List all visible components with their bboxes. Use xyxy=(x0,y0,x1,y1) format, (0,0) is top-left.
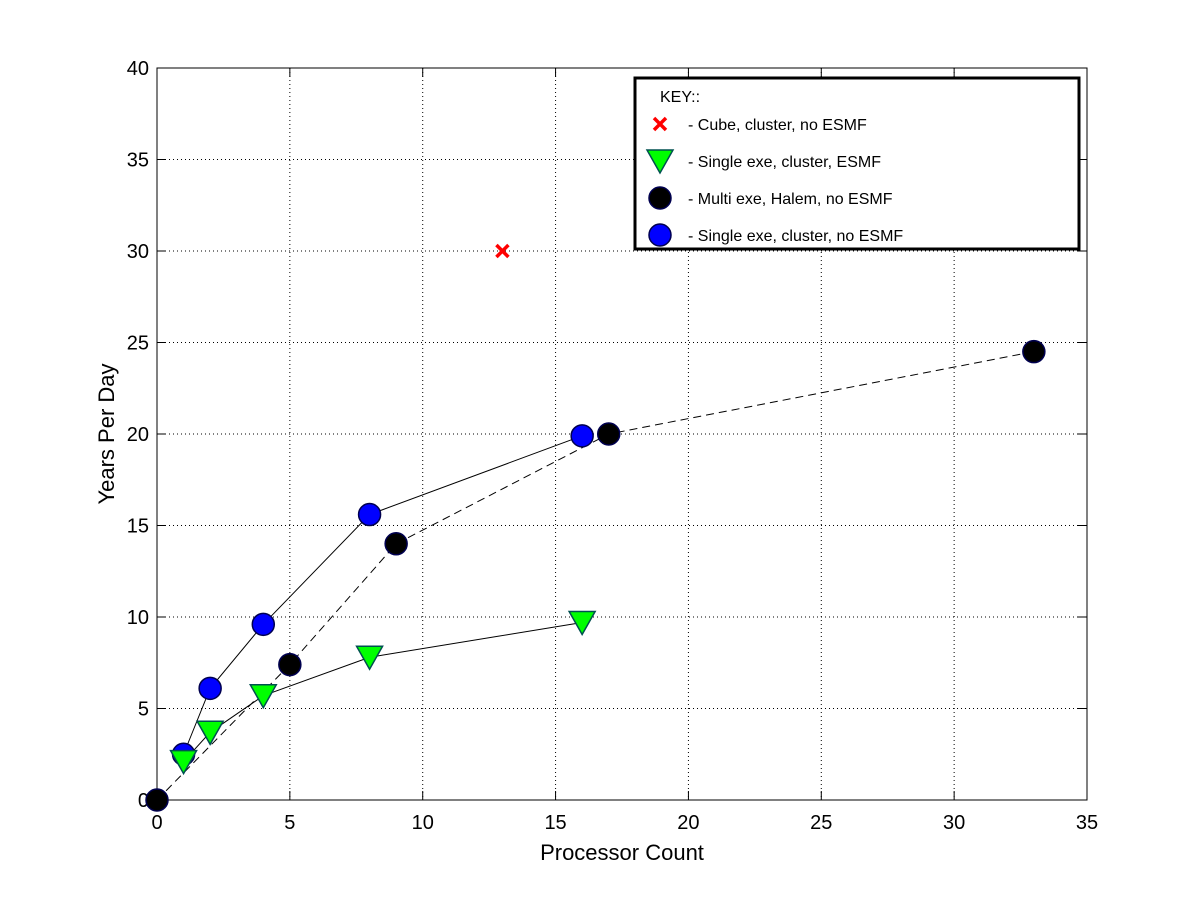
data-point-series-0 xyxy=(251,612,276,637)
legend-entry: - Multi exe, Halem, no ESMF xyxy=(688,191,893,208)
data-point-series-2 xyxy=(278,652,302,677)
data-point-series-0 xyxy=(357,502,382,527)
y-tick-label: 10 xyxy=(127,607,149,629)
legend-marker xyxy=(648,223,672,247)
data-point-series-0 xyxy=(198,676,222,701)
x-tick-label: 25 xyxy=(810,812,832,834)
legend-title: KEY:: xyxy=(660,89,700,106)
data-point-series-1 xyxy=(355,645,384,671)
series-line-2 xyxy=(156,351,1034,801)
data-point-series-3 xyxy=(495,243,510,259)
y-tick-label: 20 xyxy=(127,424,149,446)
y-tick-label: 25 xyxy=(127,333,149,355)
x-tick-label: 10 xyxy=(412,812,434,834)
series-line-0 xyxy=(183,435,583,755)
legend-entry: - Single exe, cluster, ESMF xyxy=(688,154,881,171)
data-point-series-1 xyxy=(567,610,597,637)
data-point-series-2 xyxy=(384,532,408,556)
legend-marker xyxy=(652,116,668,132)
y-tick-label: 0 xyxy=(138,790,149,812)
y-tick-label: 35 xyxy=(127,150,149,172)
y-tick-label: 15 xyxy=(127,516,149,538)
data-point-series-1 xyxy=(249,683,278,710)
y-tick-label: 5 xyxy=(138,699,149,721)
data-point-series-2 xyxy=(145,788,169,812)
x-tick-label: 15 xyxy=(544,812,566,834)
legend-marker xyxy=(645,149,675,175)
data-point-series-1 xyxy=(195,720,225,746)
x-tick-label: 5 xyxy=(284,812,295,834)
x-tick-label: 20 xyxy=(677,812,699,834)
y-axis-label: Years Per Day xyxy=(94,363,119,504)
x-axis-label: Processor Count xyxy=(540,840,704,865)
y-tick-label: 40 xyxy=(127,58,149,80)
legend-marker xyxy=(648,186,672,210)
data-point-series-1 xyxy=(169,749,198,776)
data-point-series-2 xyxy=(596,422,621,446)
legend-entry: - Cube, cluster, no ESMF xyxy=(688,117,867,134)
legend-entry: - Single exe, cluster, no ESMF xyxy=(688,228,903,245)
y-tick-label: 30 xyxy=(127,241,149,263)
x-tick-label: 35 xyxy=(1076,812,1098,834)
series-line-1 xyxy=(183,621,583,762)
x-tick-label: 30 xyxy=(943,812,965,834)
x-tick-label: 0 xyxy=(151,812,162,834)
data-point-series-2 xyxy=(1022,339,1046,364)
plot-frame xyxy=(156,67,1088,801)
data-point-series-0 xyxy=(570,424,594,448)
legend-box xyxy=(633,76,1081,251)
